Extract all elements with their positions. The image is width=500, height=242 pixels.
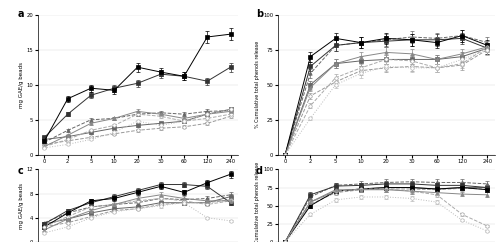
Legend: A-Lbg, A-Pec, A-Starch, A-Xan: A-Lbg, A-Pec, A-Starch, A-Xan (332, 197, 440, 205)
Text: d: d (256, 166, 263, 176)
Text: b: b (256, 9, 263, 19)
Y-axis label: % Cumulative total phenols release: % Cumulative total phenols release (256, 41, 260, 128)
Y-axis label: mg GAE/g beads: mg GAE/g beads (19, 183, 24, 229)
Y-axis label: % Cumulative total phenols release: % Cumulative total phenols release (256, 162, 260, 242)
Legend: A-Lbg, A-Pec, A-Starch, A-Xan: A-Lbg, A-Pec, A-Starch, A-Xan (84, 197, 192, 205)
Y-axis label: mg GAE/g beads: mg GAE/g beads (19, 62, 24, 108)
Text: a: a (18, 9, 24, 19)
Text: c: c (18, 166, 23, 176)
